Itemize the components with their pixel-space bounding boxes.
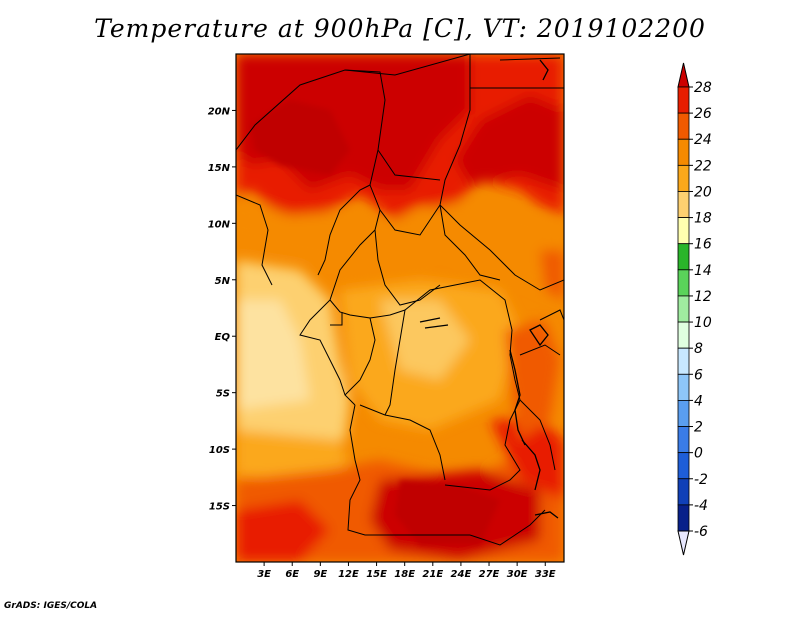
- country-borders: [236, 54, 564, 546]
- colorbar-label: 28: [694, 80, 712, 96]
- colorbar-label: 10: [694, 315, 712, 331]
- y-tick-label: 5S: [216, 389, 230, 400]
- colorbar-swatch: [677, 452, 690, 480]
- colorbar-label: 16: [694, 237, 712, 253]
- colorbar-swatch: [677, 478, 690, 506]
- y-tick-label: 15N: [208, 163, 231, 174]
- colorbar-swatch: [677, 138, 690, 166]
- x-tick-label: 3E: [257, 569, 271, 580]
- colorbar-top-arrow: [677, 62, 690, 88]
- y-tick-label: 5N: [215, 276, 231, 287]
- colorbar-swatch: [677, 191, 690, 218]
- x-tick-label: 12E: [338, 569, 359, 580]
- x-tick-label: 30E: [507, 569, 528, 580]
- colorbar-swatch: [677, 112, 690, 140]
- colorbar-swatch: [677, 295, 690, 323]
- colorbar-swatch: [677, 86, 690, 114]
- y-tick-label: 10S: [209, 445, 230, 456]
- colorbar-label: 20: [694, 184, 712, 200]
- colorbar-label: -4: [694, 498, 708, 514]
- axes: 3E 6E 9E 12E 15E 18E 21E 24E 27E 30E 33E 20N 15N 10N 5…: [208, 106, 556, 580]
- colorbar-label: -6: [694, 524, 708, 540]
- colorbar-swatch: [677, 426, 690, 454]
- colorbar-label: 14: [694, 263, 712, 279]
- x-tick-label: 24E: [451, 569, 472, 580]
- y-tick-label: EQ: [215, 332, 231, 343]
- colorbar-label: 22: [694, 158, 712, 174]
- lake-outlines: [419, 59, 559, 519]
- plot-frame: [235, 53, 565, 563]
- x-tick-label: 18E: [394, 569, 415, 580]
- x-tick-label: 15E: [366, 569, 387, 580]
- x-tick-label: 21E: [422, 569, 443, 580]
- chart-title: Temperature at 900hPa [C], VT: 201910220…: [94, 14, 706, 43]
- colorbar-label: 0: [694, 446, 703, 462]
- y-tick-label: 15S: [209, 502, 230, 513]
- temperature-field: [236, 54, 564, 562]
- colorbar-swatch: [677, 269, 690, 297]
- colorbar-label: 2: [694, 420, 703, 436]
- x-tick-label: 9E: [313, 569, 327, 580]
- y-tick-label: 10N: [208, 219, 231, 230]
- colorbar-swatch: [677, 347, 690, 375]
- colorbar-label: 18: [694, 211, 712, 227]
- colorbar-swatch: [677, 504, 690, 532]
- colorbar-label: 26: [694, 106, 712, 122]
- x-tick-label: 6E: [285, 569, 299, 580]
- colorbar-bottom-arrow: [677, 530, 690, 556]
- colorbar-label: 6: [694, 367, 703, 383]
- x-tick-label: 33E: [535, 569, 556, 580]
- colorbar-swatch: [677, 373, 690, 401]
- colorbar-label: 4: [694, 393, 703, 409]
- x-tick-label: 27E: [479, 569, 500, 580]
- colorbar-swatch: [677, 217, 690, 245]
- colorbar-swatch: [677, 400, 690, 427]
- colorbar-label: 24: [694, 132, 712, 148]
- grads-credit: GrADS: IGES/COLA: [4, 601, 98, 611]
- colorbar-label: 8: [694, 341, 703, 357]
- colorbar-label: 12: [694, 289, 712, 305]
- colorbar-swatch: [677, 243, 690, 271]
- colorbar-swatch: [677, 164, 690, 192]
- y-tick-label: 20N: [208, 106, 231, 117]
- colorbar-swatch: [677, 321, 690, 349]
- colorbar-label: -2: [694, 472, 708, 488]
